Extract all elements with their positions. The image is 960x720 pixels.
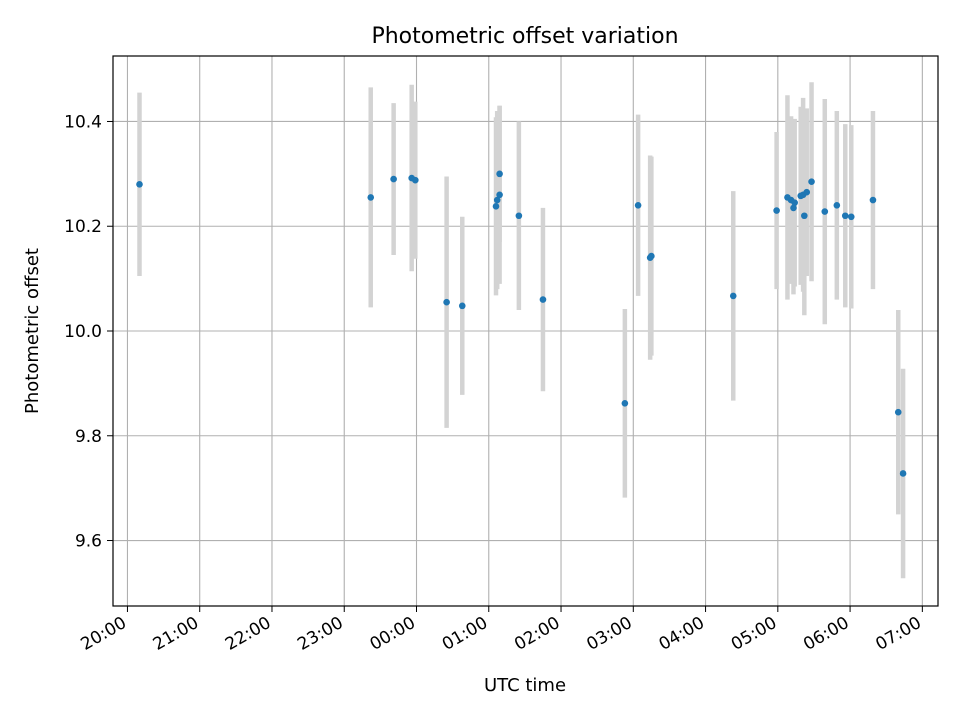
data-point (496, 191, 503, 199)
y-tick-label: 9.6 (75, 532, 102, 552)
data-point (621, 399, 629, 407)
data-point (411, 176, 419, 184)
data-point (808, 178, 815, 186)
data-point (458, 302, 466, 310)
data-point (496, 170, 503, 178)
data-point (648, 252, 655, 260)
data-point (390, 175, 397, 183)
y-tick-label: 9.8 (75, 427, 102, 447)
y-tick-label: 10.0 (64, 322, 102, 342)
data-point (894, 408, 902, 416)
data-point (801, 212, 808, 220)
data-point (790, 204, 797, 212)
y-axis-label: Photometric offset (22, 248, 43, 414)
data-point (899, 470, 907, 477)
data-point (367, 194, 375, 201)
data-points (136, 170, 907, 477)
data-point (443, 298, 450, 306)
data-point (791, 199, 798, 206)
data-point (821, 208, 829, 215)
data-point (729, 292, 737, 300)
data-point (634, 201, 642, 209)
data-point (841, 212, 849, 220)
data-point (492, 203, 500, 210)
data-point (773, 207, 780, 214)
y-tick-label: 10.4 (64, 112, 102, 132)
data-point (493, 196, 501, 204)
data-point (847, 213, 855, 221)
data-point (539, 296, 547, 303)
y-tick-label: 10.2 (64, 217, 102, 237)
data-point (869, 196, 877, 204)
data-point (833, 201, 841, 209)
data-point (515, 212, 523, 220)
data-point (136, 181, 143, 188)
chart-title: Photometric offset variation (371, 24, 678, 49)
data-point (803, 188, 811, 196)
x-axis-label: UTC time (484, 675, 566, 696)
